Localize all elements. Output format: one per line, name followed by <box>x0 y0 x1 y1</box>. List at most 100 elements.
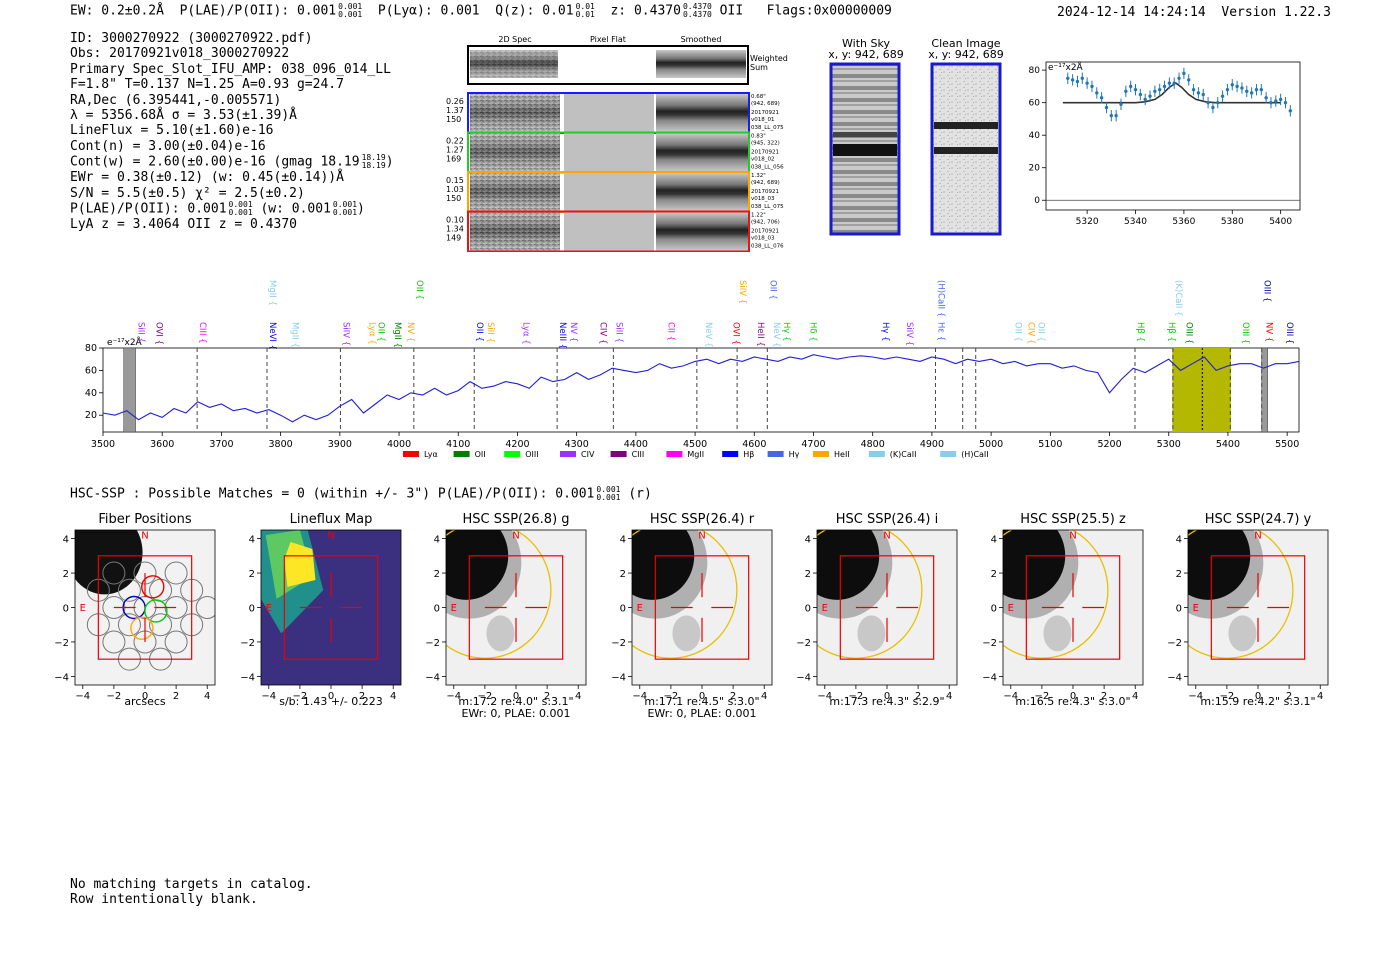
panel-y-tick-label: −2 <box>796 638 811 649</box>
faint-source <box>1043 615 1072 652</box>
panel-y-tick-label: 2 <box>991 569 997 580</box>
panel-caption: s/b: 1.43 +/- 0.223 <box>241 696 421 708</box>
panel-x-tick-label: 0 <box>1255 691 1261 702</box>
spectrum-x-tick-label: 4400 <box>624 439 648 450</box>
panel-caption: arcsecs <box>55 696 235 708</box>
panel-title: Fiber Positions <box>98 512 192 527</box>
aperture-box <box>654 555 750 660</box>
info-plae-text: P(LAE)/P(OII): 0.001 <box>70 201 227 217</box>
z-lo: 0.4370 <box>682 10 712 19</box>
panel-y-tick-label: −2 <box>1167 638 1182 649</box>
north-label: N <box>1254 531 1261 542</box>
info-plae-w: (w: 0.001 <box>260 201 331 217</box>
legend-swatch <box>560 451 576 457</box>
cutout-pixel-flat <box>564 133 654 172</box>
panel-x-tick-label: −4 <box>1003 691 1018 702</box>
info-plae-lo: 0.001 <box>228 208 253 218</box>
zoom-data-point <box>1109 113 1114 118</box>
plae-lo: 0.001 <box>338 10 363 19</box>
col-smooth-label: Smoothed <box>681 35 722 44</box>
fiber-circle <box>102 630 126 654</box>
cutout-pixel-flat <box>564 94 654 132</box>
faint-source <box>672 615 701 652</box>
panel-x-tick-label: 2 <box>1286 691 1292 702</box>
spectrum-x-tick-label: 5300 <box>1157 439 1181 450</box>
line-label-bottom: SiII { <box>136 322 146 343</box>
panel-x-tick-label: 4 <box>1317 691 1323 702</box>
panel-x-tick-label: −2 <box>849 691 864 702</box>
legend-label: CIII <box>632 450 645 459</box>
bright-source <box>632 530 695 600</box>
fiber-circle <box>164 561 188 585</box>
panel-y-tick-label: 4 <box>249 535 255 546</box>
spectrum-x-tick-label: 3900 <box>328 439 352 450</box>
panel-image: N E −4 −2 0 2 4 4 2 0 −2 −4 <box>796 529 958 702</box>
spectrum-x-tick-label: 4000 <box>387 439 411 450</box>
panel-title: HSC SSP(26.4) i <box>835 512 939 527</box>
legend-swatch <box>722 451 739 457</box>
datetime: 2024-12-14 14:24:14 <box>1057 5 1206 20</box>
panel-caption-line-1: m:17.1 re:4.5" s:3.0" <box>644 695 760 708</box>
flags-value: Flags:0x00000009 <box>766 3 892 19</box>
legend-label: (K)CaII <box>890 450 917 459</box>
match-ellipse <box>1003 530 1109 659</box>
zoom-data-point <box>1206 100 1210 105</box>
spectrum-x-tick-label: 4300 <box>565 439 589 450</box>
zoom-y-tick-label: 60 <box>1029 99 1041 109</box>
zoom-data-point <box>1162 84 1167 89</box>
with-sky-label: With Sky <box>842 37 890 50</box>
zoom-data-point <box>1148 94 1152 98</box>
z-line: OII <box>719 3 744 19</box>
legend-swatch <box>813 451 829 457</box>
zoom-data-point <box>1099 96 1104 100</box>
legend-swatch <box>666 451 683 457</box>
zoom-data-point <box>1075 79 1080 84</box>
footer-line-1: No matching targets in catalog. <box>70 877 313 892</box>
cutout-row-value-a: 0.22 <box>446 137 464 146</box>
panel-x-tick-label: 0 <box>142 691 148 702</box>
panel-caption: m:17.2 re:4.0" s:3.1" EWr: 0, PLAE: 0.001 <box>426 696 606 720</box>
info-plae-hi: 0.001 <box>228 200 253 210</box>
bad-range <box>1261 347 1268 433</box>
line-label-top: OII { <box>767 280 777 300</box>
cutout-2d-noise <box>470 133 560 172</box>
cutout-row-amp: 038_LL_056 <box>751 165 784 171</box>
panel-x-tick-label: −4 <box>632 691 647 702</box>
panel-caption-line-1: m:17.2 re:4.0" s:3.1" <box>458 695 574 708</box>
info-fwhm: F=1.8" T=0.137 N=1.25 A=0.93 g=24.7 <box>70 77 344 93</box>
info-radec: RA,Dec (6.395441,-0.005571) <box>70 92 282 108</box>
panel-x-tick-label: 0 <box>884 691 890 702</box>
legend-label: (H)CaII <box>961 450 988 459</box>
panel-y-tick-label: −4 <box>611 672 626 683</box>
line-label-bottom: NV { <box>568 322 578 342</box>
spectrum-x-tick-label: 3800 <box>269 439 293 450</box>
match-ellipse <box>632 530 738 659</box>
zoom-x-tick-label: 5360 <box>1172 217 1195 227</box>
fiber-orange <box>130 616 154 640</box>
panel-caption-line-1: m:15.9 re:4.2" s:3.1" <box>1200 695 1316 708</box>
cutout-row-amp: 038_LL_075 <box>751 125 784 131</box>
panel-caption-line-1: s/b: 1.43 +/- 0.223 <box>279 695 383 708</box>
info-lya: LyA z = 3.4064 OII z = 0.4370 <box>70 217 297 233</box>
cutout-row-xy: (942, 689) <box>751 101 780 107</box>
panel-title: HSC SSP(26.4) r <box>649 512 755 527</box>
zoom-data-point <box>1264 96 1268 100</box>
north-label: N <box>1069 531 1076 542</box>
panel-image: N E −4 −2 0 2 4 4 2 0 −2 −4 <box>54 529 216 702</box>
fiber-green <box>144 599 168 623</box>
panel-y-tick-label: 4 <box>620 535 626 546</box>
info-lineflux: LineFlux = 5.10(±1.60)e-16 <box>70 123 274 139</box>
panel-x-tick-label: 4 <box>390 691 396 702</box>
clean-title: Clean Image x, y: 942, 689 <box>926 38 1006 60</box>
panel-y-tick-label: −2 <box>54 638 69 649</box>
panel-x-tick-label: 0 <box>1070 691 1076 702</box>
cutout-2d-noise <box>470 212 560 251</box>
zoom-data-point <box>1124 89 1128 93</box>
panel-x-tick-label: 2 <box>359 691 365 702</box>
zoom-y-tick-label: 20 <box>1029 164 1041 174</box>
panel-x-tick-label: 2 <box>173 691 179 702</box>
legend-swatch <box>610 451 627 457</box>
panel-x-tick-label: 0 <box>699 691 705 702</box>
legend-item: (K)CaII <box>868 450 917 459</box>
